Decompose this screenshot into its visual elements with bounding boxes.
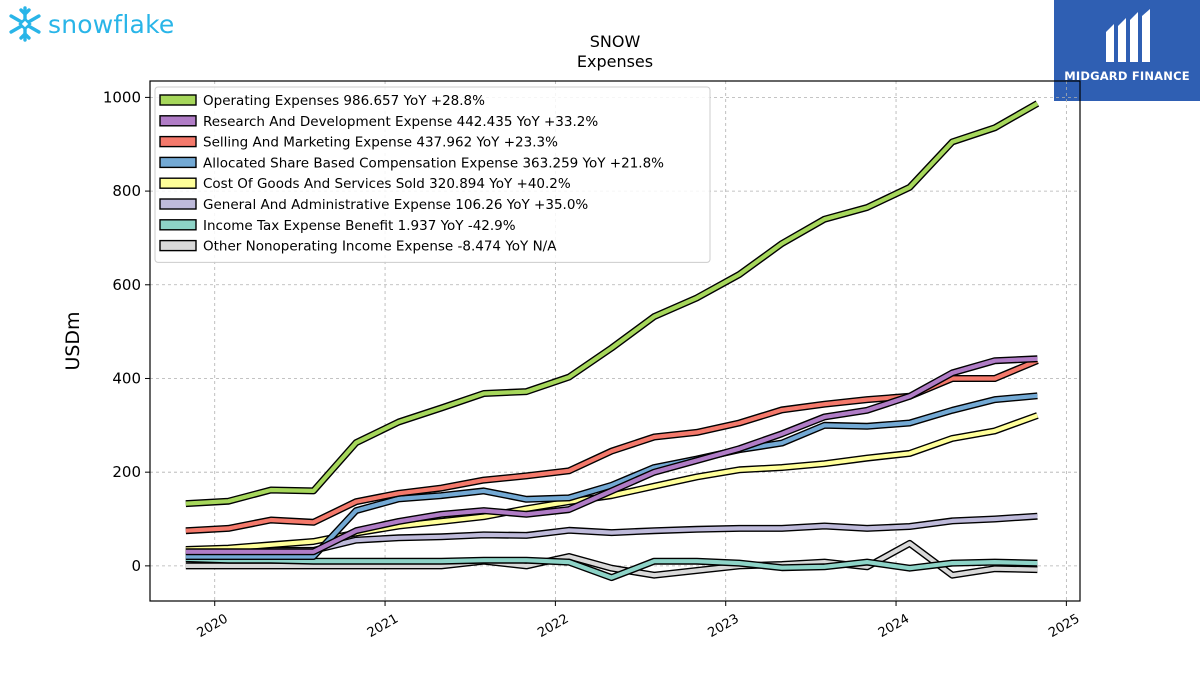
legend-item: Selling And Marketing Expense 437.962 Yo… (159, 135, 558, 151)
y-tick-label: 400 (112, 369, 141, 387)
series-line (185, 358, 1039, 533)
legend-item: Research And Development Expense 442.435… (159, 114, 598, 130)
legend-label: Operating Expenses 986.657 YoY +28.8% (203, 93, 485, 109)
series-line (185, 556, 1038, 580)
legend-label: Allocated Share Based Compensation Expen… (203, 155, 664, 171)
y-axis-ticks: 0 200 400 600 800 1000 (103, 88, 150, 575)
legend-item: General And Administrative Expense 106.2… (159, 197, 588, 213)
legend-swatch (159, 94, 197, 106)
y-tick-label: 200 (112, 463, 141, 481)
series-income-tax-expense-benefit (185, 555, 1038, 582)
legend-swatch (159, 156, 197, 169)
midgard-finance-name: MIDGARD FINANCE (1064, 69, 1190, 83)
y-tick-label: 600 (112, 276, 141, 294)
legend-swatch (159, 219, 197, 231)
y-tick-label: 800 (112, 182, 141, 200)
x-tick-label: 2022 (535, 611, 571, 641)
legend-item: Operating Expenses 986.657 YoY +28.8% (159, 93, 485, 109)
legend-item: Other Nonoperating Income Expense -8.474… (159, 239, 557, 255)
snowflake-logo: snowflake (6, 4, 174, 44)
chart-subtitle: Expenses (577, 52, 653, 71)
series-outline (185, 357, 1039, 535)
series-line (185, 101, 1039, 506)
snowflake-icon (9, 6, 41, 42)
legend-label: Research And Development Expense 442.435… (203, 114, 598, 130)
series-layer (185, 100, 1040, 582)
legend-item: Allocated Share Based Compensation Expen… (159, 155, 664, 171)
y-tick-label: 0 (131, 557, 141, 575)
legend-label: Cost Of Goods And Services Sold 320.894 … (203, 176, 571, 192)
y-axis-label: USDm (62, 311, 84, 370)
snowflake-wordmark: snowflake (48, 9, 175, 39)
plot-frame (149, 80, 1081, 602)
legend-swatch (159, 177, 197, 189)
legend-swatch (159, 135, 197, 148)
series-line (185, 356, 1038, 554)
legend-label: Income Tax Expense Benefit 1.937 YoY -42… (203, 218, 516, 234)
series-research-and-development-expense (185, 355, 1038, 556)
legend-swatch (159, 115, 197, 127)
midgard-logo-icon (1106, 9, 1150, 62)
series-other-nonoperating-income-expense (185, 539, 1038, 579)
series-selling-and-marketing-expense (185, 357, 1039, 535)
series-operating-expenses (185, 100, 1040, 508)
chart-title: SNOW (590, 32, 641, 51)
legend: Operating Expenses 986.657 YoY +28.8% Res… (154, 86, 711, 263)
x-tick-label: 2024 (876, 611, 912, 641)
legend-item: Cost Of Goods And Services Sold 320.894 … (159, 176, 571, 192)
x-tick-label: 2023 (706, 611, 742, 641)
legend-label: Other Nonoperating Income Expense -8.474… (203, 239, 557, 255)
legend-label: General And Administrative Expense 106.2… (203, 197, 588, 213)
legend-label: Selling And Marketing Expense 437.962 Yo… (203, 135, 558, 151)
legend-box (154, 86, 711, 263)
y-tick-label: 1000 (103, 88, 141, 106)
x-axis-ticks: 2020 2021 2022 2023 2024 2025 (195, 601, 1082, 641)
x-tick-label: 2021 (365, 611, 401, 641)
midgard-finance-logo: MIDGARD FINANCE (1054, 0, 1200, 101)
legend-swatch (159, 198, 197, 210)
legend-swatch (159, 239, 197, 252)
x-tick-label: 2020 (195, 611, 231, 641)
x-tick-label: 2025 (1046, 611, 1082, 641)
series-line (185, 541, 1038, 578)
legend-item: Income Tax Expense Benefit 1.937 YoY -42… (159, 218, 516, 234)
